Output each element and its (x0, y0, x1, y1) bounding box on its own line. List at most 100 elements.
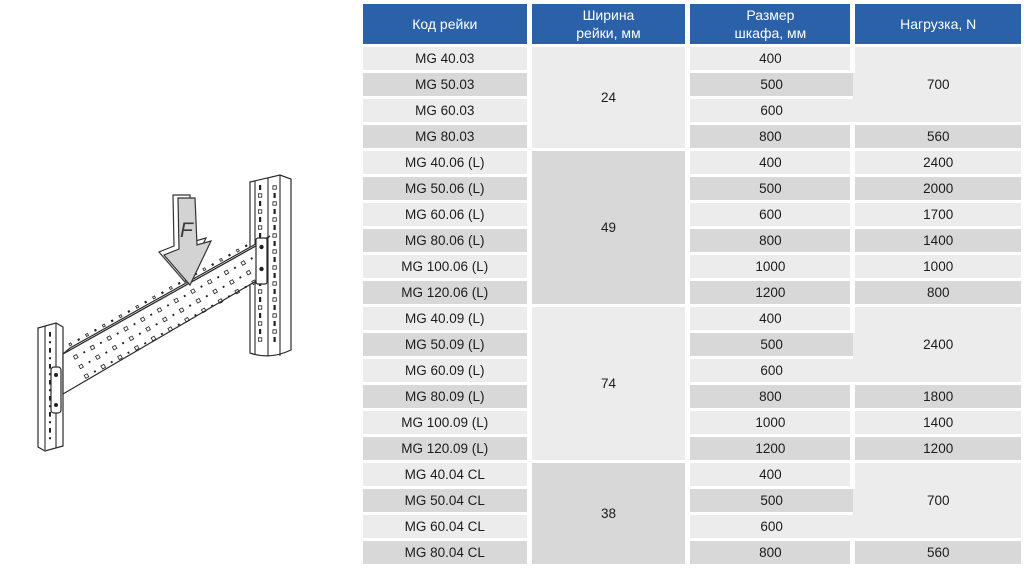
perforation-mark (212, 288, 218, 295)
table-header-row: Код рейки Ширина рейки, мм Размер шкафа, м… (363, 4, 1021, 47)
load-cell: 700 (852, 461, 1021, 541)
rail-width-cell: 24 (529, 45, 691, 151)
perforation-mark (273, 305, 276, 310)
perforation-mark (49, 389, 51, 392)
rail-spec-table: Код рейки Ширина рейки, мм Размер шкафа, м… (363, 4, 1021, 567)
cabinet-size-cell: 1200 (687, 279, 856, 307)
perforation-mark (234, 288, 241, 295)
perforation-mark (110, 319, 114, 323)
perforation-mark (273, 273, 276, 278)
rail-code-cell: MG 50.09 (L) (363, 331, 532, 359)
cabinet-size-cell: 600 (687, 97, 853, 125)
load-cell: 1000 (852, 253, 1021, 281)
perforation-mark (272, 201, 277, 206)
perforation-mark (257, 321, 263, 326)
perforation-mark (94, 354, 101, 360)
perforation-mark (149, 313, 153, 317)
perforation-mark (272, 185, 277, 190)
perforation-mark (233, 266, 237, 270)
perforation-mark (239, 276, 242, 279)
perforation-mark (272, 249, 277, 254)
rail-front-face (62, 240, 264, 396)
perforation-mark (133, 322, 136, 326)
left-upright-perforations (49, 332, 51, 440)
perforation-mark (127, 351, 130, 354)
perforation-mark (223, 269, 230, 276)
table-row: MG 120.09 (L) 1200 1200 (363, 435, 1021, 463)
perforation-mark (82, 350, 86, 354)
perforation-mark (77, 338, 81, 342)
force-arrow-front-face (162, 197, 213, 287)
table-row: MG 120.06 (L) 1200 800 (363, 279, 1021, 307)
perforation-mark (89, 344, 96, 351)
perforation-mark (117, 354, 123, 361)
cabinet-size-cell: 600 (687, 201, 856, 229)
rail-code-cell: MG 60.04 CL (363, 513, 532, 541)
cabinet-size-cell: 400 (687, 149, 856, 177)
perforation-mark (272, 233, 277, 238)
perforation-mark (259, 201, 262, 206)
load-cell: 1400 (852, 409, 1021, 437)
perforation-mark (49, 412, 51, 417)
table-row: MG 40.04 CL 38 400 700 (363, 461, 1021, 567)
perforation-mark (49, 348, 51, 353)
perforation-mark (93, 328, 97, 332)
perforation-mark (244, 285, 248, 289)
perforation-mark (78, 363, 84, 370)
rail-technical-drawing: F (18, 162, 338, 462)
perforation-mark (222, 285, 225, 289)
perforation-mark (85, 332, 90, 337)
perforation-mark (273, 257, 276, 262)
perforation-mark (257, 305, 263, 310)
perforation-mark (205, 294, 209, 298)
perforation-mark (177, 281, 181, 285)
cabinet-size-cell: 1000 (687, 253, 856, 281)
perforation-mark (100, 363, 107, 370)
rail-code-cell: MG 40.09 (L) (363, 305, 532, 333)
cabinet-size-cell: 600 (687, 357, 853, 385)
table-row: MG 60.03 600 (363, 97, 1021, 125)
perforation-mark (161, 316, 168, 323)
perforation-mark (188, 304, 192, 307)
perforation-mark (72, 353, 79, 360)
perforation-mark (49, 405, 51, 408)
perforation-mark (135, 304, 140, 309)
cabinet-size-cell: 800 (687, 383, 856, 411)
perforation-mark (240, 260, 247, 266)
force-label: F (180, 219, 194, 242)
cabinet-size-cell: 800 (687, 123, 856, 151)
perforation-mark (190, 288, 196, 295)
perforation-mark (160, 291, 164, 295)
perforation-mark (138, 332, 142, 336)
cabinet-size-cell: 1200 (687, 435, 856, 463)
rail-code-cell: MG 40.03 (363, 45, 532, 73)
perforation-mark (259, 313, 262, 318)
table-row: MG 60.04 CL 600 (363, 513, 1021, 541)
rail-drawing-svg: F (37, 174, 292, 452)
perforation-mark (272, 297, 277, 302)
perforation-mark (139, 316, 146, 323)
perforation-mark (259, 185, 262, 190)
perforation-mark (211, 263, 215, 267)
perforation-mark (68, 342, 73, 347)
perforation-mark (49, 380, 51, 385)
rail-code-cell: MG 80.09 (L) (363, 383, 532, 411)
perforation-mark (160, 332, 164, 336)
perforation-mark (217, 298, 224, 304)
cabinet-size-cell: 800 (687, 227, 856, 255)
load-cell: 2000 (852, 175, 1021, 203)
perforation-mark (200, 307, 207, 314)
perforation-mark (173, 297, 180, 304)
force-arrow: F (157, 194, 213, 287)
perforation-mark (127, 309, 131, 313)
table-row: MG 80.04 CL 800 560 (363, 539, 1021, 567)
rail-perforations (68, 244, 264, 379)
cabinet-size-cell: 600 (687, 513, 853, 541)
rail-code-cell: MG 60.03 (363, 97, 532, 125)
table-row: MG 100.09 (L) 1000 1400 (363, 409, 1021, 437)
load-cell: 1400 (852, 227, 1021, 255)
perforation-mark (144, 300, 148, 304)
perforation-mark (49, 428, 51, 433)
perforation-mark (49, 396, 51, 401)
